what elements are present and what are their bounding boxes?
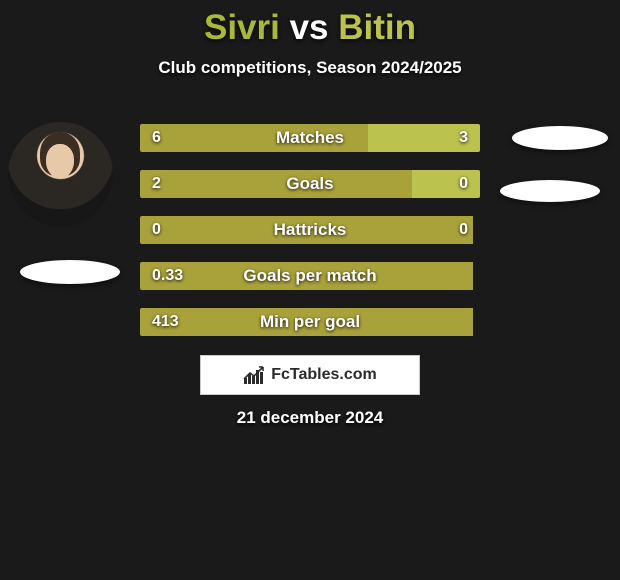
bar-row: 20Goals [140,170,480,198]
bar-label: Min per goal [140,308,480,336]
bar-row: 0.33Goals per match [140,262,480,290]
fctables-logo: FcTables.com [200,355,420,395]
bar-label: Matches [140,124,480,152]
avatar-player1 [8,122,113,227]
bar-chart-icon [243,366,265,384]
club-badge-player1 [20,260,120,284]
club-badge-player2 [500,180,600,202]
avatar-player2 [512,126,608,150]
comparison-bar-chart: 63Matches 20Goals 00Hattricks 0.33Goals per… [140,124,480,354]
bar-row: 63Matches [140,124,480,152]
bar-label: Hattricks [140,216,480,244]
logo-text: FcTables.com [271,366,377,384]
bar-row: 413Min per goal [140,308,480,336]
subtitle: Club competitions, Season 2024/2025 [0,58,620,78]
bar-label: Goals per match [140,262,480,290]
page-title: Sivri vs Bitin [0,0,620,48]
title-player2: Bitin [338,8,416,47]
bar-label: Goals [140,170,480,198]
bar-row: 00Hattricks [140,216,480,244]
title-vs: vs [280,8,338,47]
title-player1: Sivri [204,8,280,47]
date-label: 21 december 2024 [0,408,620,428]
